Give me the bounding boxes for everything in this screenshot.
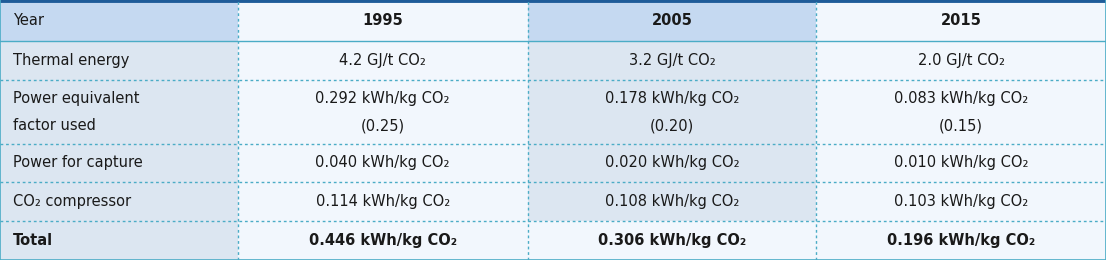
Bar [528, 144, 816, 182]
Bar [0, 182, 238, 221]
Bar [0, 41, 238, 80]
Text: 2.0 GJ/t CO₂: 2.0 GJ/t CO₂ [918, 53, 1004, 68]
Bar [0, 80, 238, 144]
Bar [816, 41, 1106, 80]
Text: 3.2 GJ/t CO₂: 3.2 GJ/t CO₂ [628, 53, 716, 68]
Bar [0, 221, 238, 260]
Text: 0.020 kWh/kg CO₂: 0.020 kWh/kg CO₂ [605, 155, 739, 171]
Bar [528, 41, 816, 80]
Bar [528, 80, 816, 144]
Text: Total: Total [13, 233, 53, 248]
Bar [238, 221, 528, 260]
Text: Thermal energy: Thermal energy [13, 53, 129, 68]
Text: factor used: factor used [13, 118, 96, 133]
Text: Year: Year [13, 13, 44, 28]
Text: 0.103 kWh/kg CO₂: 0.103 kWh/kg CO₂ [894, 194, 1029, 209]
Bar [816, 0, 1106, 41]
Text: 0.083 kWh/kg CO₂: 0.083 kWh/kg CO₂ [894, 91, 1029, 106]
Text: (0.25): (0.25) [361, 118, 405, 133]
Bar [528, 221, 816, 260]
Bar [816, 182, 1106, 221]
Text: Power for capture: Power for capture [13, 155, 143, 171]
Text: 0.196 kWh/kg CO₂: 0.196 kWh/kg CO₂ [887, 233, 1035, 248]
Text: 0.010 kWh/kg CO₂: 0.010 kWh/kg CO₂ [894, 155, 1029, 171]
Bar [0, 0, 238, 41]
Text: (0.20): (0.20) [649, 118, 695, 133]
Text: (0.15): (0.15) [939, 118, 983, 133]
Text: 0.108 kWh/kg CO₂: 0.108 kWh/kg CO₂ [605, 194, 739, 209]
Bar [528, 0, 816, 41]
Text: Power equivalent: Power equivalent [13, 91, 139, 106]
Bar [816, 144, 1106, 182]
Bar [0, 144, 238, 182]
Text: 2005: 2005 [651, 13, 692, 28]
Text: 1995: 1995 [363, 13, 403, 28]
Bar [238, 0, 528, 41]
Text: 4.2 GJ/t CO₂: 4.2 GJ/t CO₂ [340, 53, 426, 68]
Text: 0.292 kWh/kg CO₂: 0.292 kWh/kg CO₂ [315, 91, 450, 106]
Bar [238, 80, 528, 144]
Bar [528, 182, 816, 221]
Bar [238, 182, 528, 221]
Text: 0.114 kWh/kg CO₂: 0.114 kWh/kg CO₂ [315, 194, 450, 209]
Text: CO₂ compressor: CO₂ compressor [13, 194, 132, 209]
Text: 0.446 kWh/kg CO₂: 0.446 kWh/kg CO₂ [309, 233, 457, 248]
Bar [816, 221, 1106, 260]
Text: 0.178 kWh/kg CO₂: 0.178 kWh/kg CO₂ [605, 91, 739, 106]
Text: 0.040 kWh/kg CO₂: 0.040 kWh/kg CO₂ [315, 155, 450, 171]
Bar [816, 80, 1106, 144]
Text: 2015: 2015 [941, 13, 981, 28]
Text: 0.306 kWh/kg CO₂: 0.306 kWh/kg CO₂ [597, 233, 747, 248]
Bar [238, 144, 528, 182]
Bar [238, 41, 528, 80]
